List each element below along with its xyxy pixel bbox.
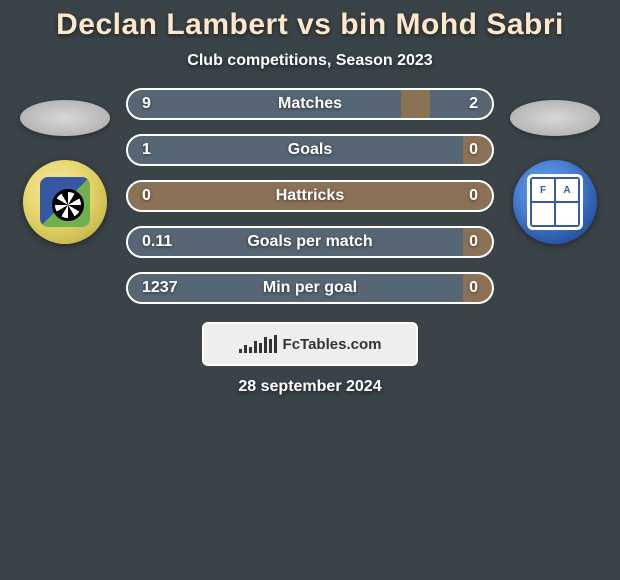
stat-value-left: 9 (128, 95, 188, 113)
stat-row: 1Goals0 (126, 134, 494, 166)
brand-bars-icon (239, 335, 277, 353)
page-subtitle: Club competitions, Season 2023 (10, 46, 610, 88)
stat-value-left: 0.11 (128, 233, 188, 251)
stat-row: 0Hattricks0 (126, 180, 494, 212)
stat-value-right: 0 (432, 279, 492, 297)
stat-label: Goals per match (188, 233, 432, 251)
stat-label: Matches (188, 95, 432, 113)
brand-text: FcTables.com (283, 336, 382, 353)
stats-panel: 9Matches21Goals00Hattricks00.11Goals per… (120, 88, 500, 318)
stat-value-left: 1 (128, 141, 188, 159)
stat-value-right: 0 (432, 141, 492, 159)
player-right-column: FA (500, 88, 610, 318)
stat-row: 1237Min per goal0 (126, 272, 494, 304)
stat-value-left: 1237 (128, 279, 188, 297)
stat-label: Min per goal (188, 279, 432, 297)
player-right-photo-placeholder (510, 100, 600, 136)
team-left-crest (23, 160, 107, 244)
stat-value-right: 2 (432, 95, 492, 113)
player-left-photo-placeholder (20, 100, 110, 136)
stat-value-right: 0 (432, 187, 492, 205)
team-right-crest-inner: FA (527, 174, 583, 230)
team-right-crest: FA (513, 160, 597, 244)
stat-row: 0.11Goals per match0 (126, 226, 494, 258)
comparison-body: 9Matches21Goals00Hattricks00.11Goals per… (10, 88, 610, 318)
player-left-column (10, 88, 120, 318)
stat-value-right: 0 (432, 233, 492, 251)
stat-label: Hattricks (188, 187, 432, 205)
page-title: Declan Lambert vs bin Mohd Sabri (10, 0, 610, 46)
stat-value-left: 0 (128, 187, 188, 205)
brand-box: FcTables.com (202, 322, 418, 366)
team-left-crest-inner (40, 177, 90, 227)
stat-label: Goals (188, 141, 432, 159)
stat-row: 9Matches2 (126, 88, 494, 120)
container: Declan Lambert vs bin Mohd Sabri Club co… (0, 0, 620, 396)
date-label: 28 september 2024 (10, 378, 610, 396)
